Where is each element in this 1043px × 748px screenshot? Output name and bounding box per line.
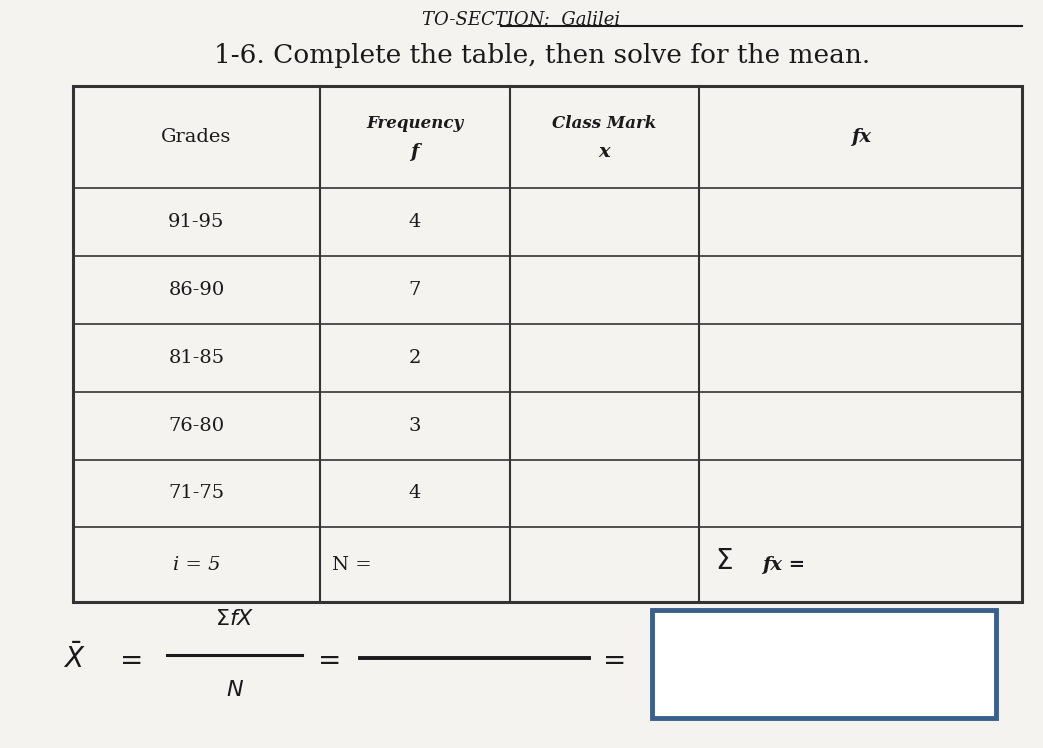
Text: TO-SECTION:  Galilei: TO-SECTION: Galilei (422, 11, 621, 29)
Text: 1-6. Complete the table, then solve for the mean.: 1-6. Complete the table, then solve for … (214, 43, 871, 68)
Text: fx: fx (851, 128, 871, 146)
Text: 4: 4 (409, 213, 421, 231)
Text: 71-75: 71-75 (168, 485, 224, 503)
Text: =: = (318, 649, 341, 675)
Text: fx =: fx = (762, 556, 805, 574)
Text: Class Mark: Class Mark (553, 115, 657, 132)
Text: 7: 7 (409, 280, 421, 298)
Text: 81-85: 81-85 (168, 349, 224, 367)
Text: $N$: $N$ (225, 679, 244, 702)
Text: =: = (120, 649, 143, 675)
FancyBboxPatch shape (652, 610, 996, 718)
Text: 76-80: 76-80 (168, 417, 224, 435)
Text: i = 5: i = 5 (173, 556, 220, 574)
Text: f: f (411, 143, 419, 161)
Text: $\bar{X}$: $\bar{X}$ (63, 643, 86, 673)
Text: =: = (603, 649, 626, 675)
Text: $\Sigma$: $\Sigma$ (715, 547, 733, 575)
Text: 4: 4 (409, 485, 421, 503)
Text: 3: 3 (409, 417, 421, 435)
Text: 91-95: 91-95 (168, 213, 224, 231)
Text: $\Sigma fX$: $\Sigma fX$ (215, 607, 254, 630)
Text: Grades: Grades (162, 128, 232, 146)
Text: Frequency: Frequency (366, 115, 463, 132)
Text: N =: N = (333, 556, 372, 574)
Text: 86-90: 86-90 (168, 280, 224, 298)
Text: 2: 2 (409, 349, 421, 367)
Text: x: x (599, 143, 610, 161)
